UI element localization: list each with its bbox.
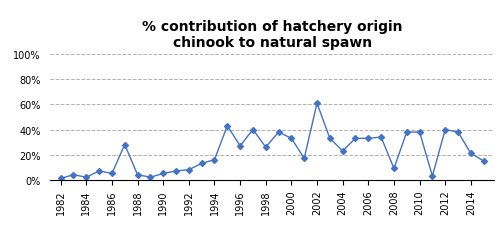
Title: % contribution of hatchery origin
chinook to natural spawn: % contribution of hatchery origin chinoo…	[142, 20, 402, 50]
